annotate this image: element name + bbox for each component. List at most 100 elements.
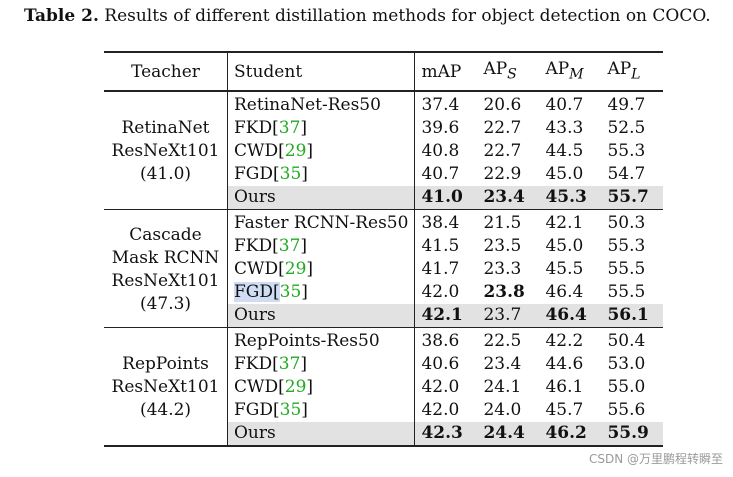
apl-cell: 55.3	[607, 141, 646, 162]
table-row: FKD[37] 39.6 22.7 43.3 52.5	[104, 117, 663, 141]
header-apl-sub: L	[631, 66, 641, 83]
results-table: Teacher Student mAP APS APM APL RetinaNe…	[104, 51, 664, 447]
apl-cell: 55.7	[601, 186, 664, 210]
header-aps-base: AP	[483, 59, 508, 79]
map-cell: 42.1	[414, 304, 478, 328]
apm-cell: 42.2	[545, 331, 584, 352]
caption-text: Results of different distillation method…	[98, 6, 711, 26]
map-cell: 40.8	[414, 140, 478, 164]
table-row: CWD[29] 41.7 23.3 45.5 55.5	[104, 258, 663, 282]
apl-cell: 55.6	[607, 400, 646, 421]
teacher-line: Cascade	[129, 224, 202, 245]
student-cell: FKD[37]	[226, 353, 415, 377]
apm-cell: 42.1	[545, 213, 584, 234]
citation-link[interactable]: 37	[278, 354, 301, 375]
student-name: Ours	[234, 305, 276, 326]
apm-cell: 45.7	[545, 400, 584, 421]
table-row: FGD[35] 40.7 22.9 45.0 54.7	[104, 163, 663, 187]
teacher-line: (47.3)	[139, 293, 192, 314]
table-row: Cascade Mask RCNN ResNeXt101 (47.3) Faster R…	[104, 209, 664, 314]
apm-cell: 43.3	[545, 118, 584, 139]
apl-cell: 52.5	[607, 118, 646, 139]
citation-link[interactable]: 29	[284, 141, 307, 162]
apm-cell: 46.4	[545, 282, 584, 303]
citation-link[interactable]: 37	[278, 118, 301, 139]
student-cell: Ours	[226, 304, 415, 328]
teacher-line: (44.2)	[139, 400, 192, 421]
aps-cell: 24.4	[477, 422, 540, 447]
table-row: CWD[29] 42.0 24.1 46.1 55.0	[104, 376, 663, 400]
map-cell: 38.4	[414, 209, 478, 236]
student-cell: CWD[29]	[226, 140, 415, 164]
apl-cell: 55.0	[607, 377, 646, 398]
map-cell: 38.6	[414, 327, 478, 354]
student-name: FGD	[234, 164, 274, 185]
teacher-line: Mask RCNN	[111, 247, 220, 268]
caption-label: Table 2.	[24, 6, 99, 26]
student-name: FGD	[234, 400, 274, 421]
header-student: Student	[226, 52, 415, 92]
header-apm: APM	[539, 52, 601, 91]
map-cell: 41.7	[414, 258, 478, 282]
apm-cell: 40.7	[545, 95, 584, 116]
student-cell: FKD[37]	[226, 235, 415, 259]
teacher-line: ResNeXt101	[111, 377, 220, 398]
citation-link[interactable]: 35	[279, 164, 302, 185]
student-cell: RepPoints-Res50	[226, 327, 415, 354]
student-cell: Ours	[226, 422, 415, 447]
student-name: CWD	[234, 259, 279, 280]
aps-cell: 20.6	[483, 95, 522, 116]
teacher-cell: RetinaNet ResNeXt101 (41.0)	[104, 91, 228, 210]
teacher-line: ResNeXt101	[111, 141, 220, 162]
map-cell: 42.0	[414, 399, 478, 423]
aps-cell: 23.3	[483, 259, 522, 280]
student-cell: CWD[29]	[226, 258, 415, 282]
apl-cell: 50.3	[607, 213, 646, 234]
apl-cell: 55.9	[601, 422, 664, 447]
apl-cell: 55.3	[607, 236, 646, 257]
student-name: Faster RCNN-Res50	[234, 213, 409, 234]
map-cell: 41.0	[414, 186, 478, 210]
table-row: FGD[35] 42.0 24.0 45.7 55.6	[104, 399, 663, 423]
table-row-ours: Ours 41.0 23.4 45.3 55.7	[104, 186, 664, 210]
map-cell: 37.4	[414, 91, 478, 118]
map-cell: 42.0	[414, 281, 478, 305]
citation-link[interactable]: 35	[279, 400, 302, 421]
citation-link[interactable]: 35	[279, 282, 302, 303]
map-cell: 41.5	[414, 235, 478, 259]
header-row: Teacher Student mAP APS APM APL	[104, 52, 664, 92]
student-cell: Faster RCNN-Res50	[226, 209, 415, 236]
student-name: FGD	[234, 282, 274, 303]
apl-cell: 55.5	[607, 259, 646, 280]
student-cell: FGD[35]	[226, 281, 415, 305]
teacher-line: ResNeXt101	[111, 270, 220, 291]
table-row: RetinaNet ResNeXt101 (41.0) RetinaNet-Res50…	[104, 91, 664, 184]
aps-cell: 24.1	[483, 377, 522, 398]
apm-cell: 45.5	[545, 259, 584, 280]
apm-cell: 46.4	[539, 304, 602, 328]
watermark: CSDN @万里鹏程转瞬至	[588, 452, 723, 466]
apl-cell: 54.7	[607, 164, 646, 185]
apl-cell: 49.7	[607, 95, 646, 116]
aps-cell: 24.0	[483, 400, 522, 421]
table-body: RetinaNet ResNeXt101 (41.0) RetinaNet-Res50…	[104, 91, 664, 447]
apm-cell: 45.0	[545, 236, 584, 257]
header-apl-base: AP	[607, 59, 632, 79]
aps-cell: 21.5	[483, 213, 522, 234]
teacher-cell: Cascade Mask RCNN ResNeXt101 (47.3)	[104, 210, 228, 328]
citation-link[interactable]: 37	[278, 236, 301, 257]
aps-cell: 23.7	[477, 304, 540, 328]
student-name: FKD	[234, 236, 273, 257]
aps-cell: 23.8	[483, 282, 525, 303]
student-name: Ours	[234, 187, 276, 208]
citation-link[interactable]: 29	[284, 259, 307, 280]
teacher-line: RepPoints	[122, 354, 209, 375]
table-caption: Table 2. Results of different distillati…	[24, 6, 714, 26]
apm-cell: 44.6	[545, 354, 584, 375]
map-cell: 42.0	[414, 376, 478, 400]
header-apm-sub: M	[569, 66, 584, 83]
table-row: FGD[35] 42.0 23.8 46.4 55.5	[104, 281, 663, 305]
teacher-line: (41.0)	[139, 164, 192, 185]
citation-link[interactable]: 29	[284, 377, 307, 398]
student-cell: FGD[35]	[226, 163, 415, 187]
